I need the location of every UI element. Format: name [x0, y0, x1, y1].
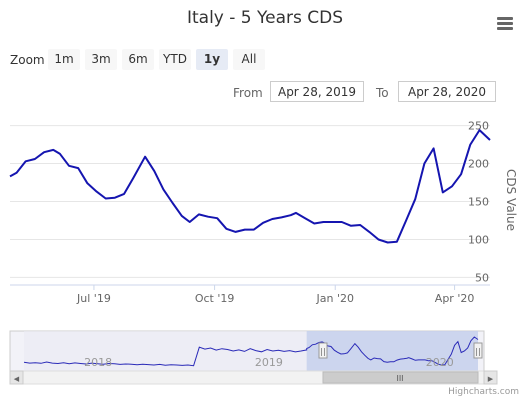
navigator-year-labels: 2018 2019 2020	[84, 356, 454, 369]
gridlines	[10, 125, 490, 286]
chart-title: Italy - 5 Years CDS	[186, 8, 344, 28]
x-tick-label: Jan '20	[316, 292, 354, 305]
series-line	[9, 129, 491, 244]
y-tick-label: 200	[468, 158, 489, 171]
y-axis: 50 100 150 200 250	[468, 120, 489, 285]
navigator[interactable]: 2018 2019 2020 || ||	[9, 330, 485, 372]
navigator-left-handle[interactable]: ||	[318, 342, 328, 359]
zoom-label: Zoom	[10, 53, 45, 67]
x-axis: Jul '19 Oct '19 Jan '20 Apr '20	[76, 285, 474, 305]
x-tick-label: Jul '19	[76, 292, 111, 305]
hamburger-menu-icon[interactable]	[497, 17, 515, 31]
x-tick-label: Oct '19	[195, 292, 235, 305]
highcharts-credit[interactable]: Highcharts.com	[448, 387, 519, 397]
y-tick-label: 250	[468, 120, 489, 133]
navigator-year-label: 2019	[255, 356, 283, 369]
scrollbar-right-arrow-icon: ▶	[488, 375, 494, 383]
left-handle-grip: ||	[320, 347, 325, 356]
scrollbar-thumb[interactable]	[322, 371, 479, 384]
scrollbar-right-button[interactable]	[483, 370, 498, 385]
y-tick-label: 150	[468, 196, 489, 209]
to-label: To	[376, 86, 389, 100]
x-tick-label: Apr '20	[435, 292, 475, 305]
scrollbar-left-button[interactable]	[9, 370, 24, 385]
navigator-year-label: 2020	[426, 356, 454, 369]
y-tick-label: 50	[475, 271, 489, 284]
zoom-button-3m[interactable]: 3m	[85, 49, 117, 70]
navigator-year-label: 2018	[84, 356, 112, 369]
scrollbar[interactable]: ◀ III ▶	[9, 370, 498, 385]
scrollbar-grip: III	[396, 374, 403, 383]
y-axis-title: CDS Value	[504, 169, 518, 231]
right-handle-grip: ||	[475, 347, 480, 356]
zoom-button-ytd[interactable]: YTD	[159, 49, 191, 70]
zoom-button-1m[interactable]: 1m	[48, 49, 80, 70]
zoom-button-1y[interactable]: 1y	[196, 49, 228, 70]
from-label: From	[233, 86, 263, 100]
y-tick-label: 100	[468, 233, 489, 246]
navigator-series-line	[23, 336, 479, 367]
zoom-button-6m[interactable]: 6m	[122, 49, 154, 70]
zoom-button-all[interactable]: All	[233, 49, 265, 70]
from-date-input[interactable]: Apr 28, 2019	[270, 81, 364, 102]
scrollbar-left-arrow-icon: ◀	[14, 375, 20, 383]
navigator-right-handle[interactable]: ||	[473, 342, 483, 359]
to-date-input[interactable]: Apr 28, 2020	[398, 81, 496, 102]
